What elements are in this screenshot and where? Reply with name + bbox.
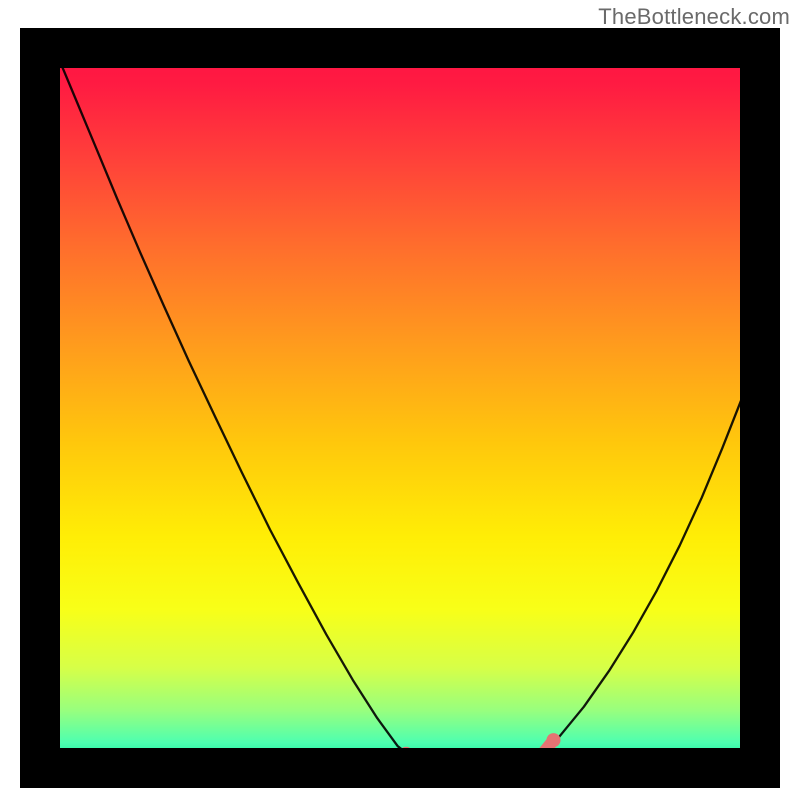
gradient-background (40, 48, 760, 768)
attribution-text: TheBottleneck.com (598, 4, 790, 30)
highlight-dot (547, 733, 561, 747)
bottleneck-chart (0, 0, 800, 800)
